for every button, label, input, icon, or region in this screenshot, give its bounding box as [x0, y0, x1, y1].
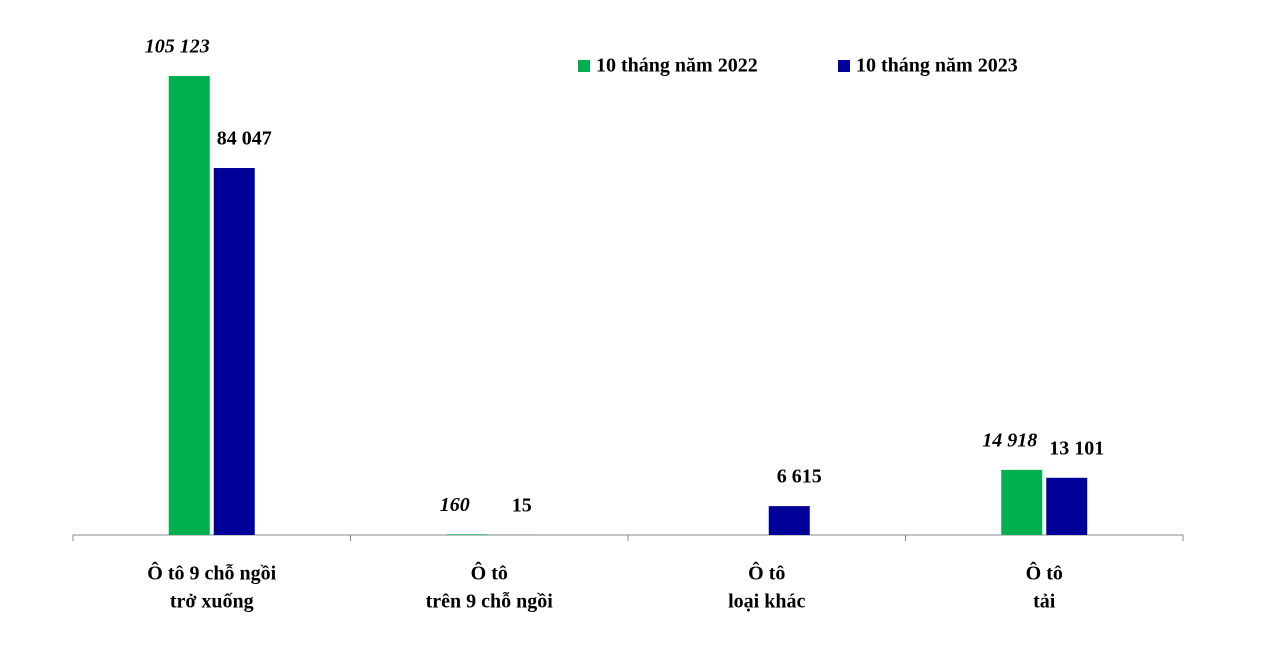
x-tick-label: trên 9 chỗ ngồi: [426, 591, 554, 613]
data-label: 14 918: [982, 429, 1037, 451]
legend-swatch: [838, 60, 850, 72]
data-label: 6 615: [777, 466, 822, 488]
x-tick-label: Ô tô: [471, 561, 508, 585]
data-label: 84 047: [217, 128, 272, 150]
legend-label: 10 tháng năm 2022: [596, 55, 758, 77]
bar: [1001, 469, 1043, 535]
bar: [213, 168, 255, 536]
x-tick-label: Ô tô: [748, 561, 785, 585]
data-label: 15: [512, 495, 532, 517]
x-tick-label: loại khác: [728, 591, 805, 613]
legend-swatch: [578, 60, 590, 72]
bar: [446, 534, 488, 535]
data-label: 160: [440, 494, 470, 516]
x-tick-label: Ô tô 9 chỗ ngồi: [147, 561, 276, 585]
data-label: 105 123: [145, 36, 210, 58]
legend-label: 10 tháng năm 2023: [856, 55, 1018, 77]
x-tick-label: trở xuống: [170, 591, 254, 613]
bar: [168, 76, 210, 535]
x-tick-label: tải: [1033, 591, 1056, 613]
x-tick-label: Ô tô: [1026, 561, 1063, 585]
data-label: 13 101: [1049, 437, 1104, 459]
bar: [768, 506, 810, 535]
bar: [1046, 477, 1088, 535]
